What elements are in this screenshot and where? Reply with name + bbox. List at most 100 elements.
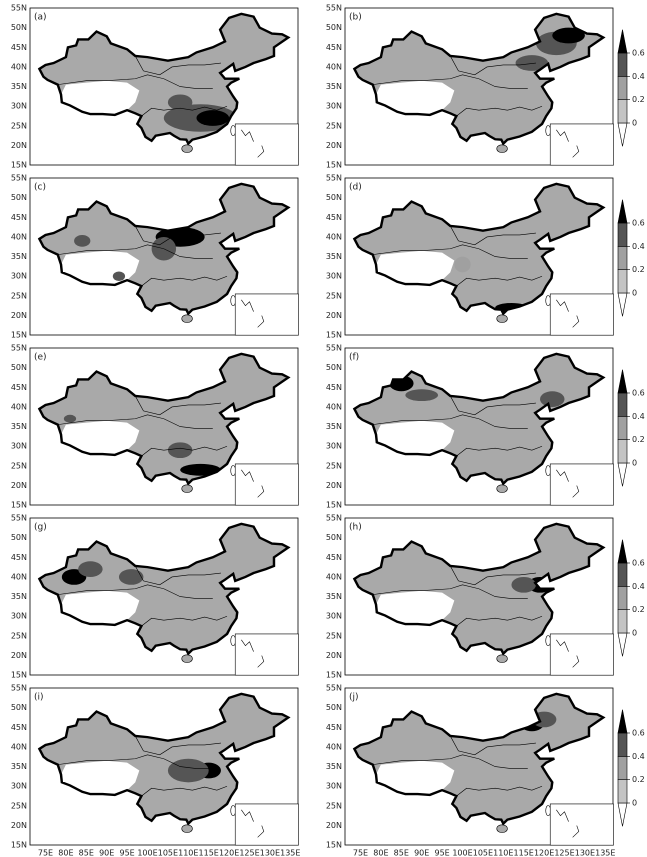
lon-label: 100E bbox=[452, 849, 472, 857]
lat-label: 45N bbox=[11, 383, 27, 392]
panel-label: (c) bbox=[34, 183, 46, 193]
lat-label: 20N bbox=[11, 311, 27, 320]
colorbar: 0 0.2 0.4 0.6 bbox=[617, 709, 645, 827]
panel-label: (d) bbox=[349, 183, 362, 193]
colorbar-end bbox=[617, 462, 628, 487]
lat-label: 45N bbox=[326, 553, 342, 562]
colorbar-label: 0 bbox=[632, 629, 637, 638]
colorbar-label: 0 bbox=[632, 799, 637, 808]
lat-label: 55N bbox=[326, 344, 342, 353]
lat-label: 40N bbox=[11, 572, 27, 581]
lat-label: 50N bbox=[326, 193, 342, 202]
lat-label: 40N bbox=[326, 232, 342, 241]
anomaly-shading bbox=[163, 94, 238, 132]
colorbar-end bbox=[617, 29, 628, 54]
shade-region bbox=[63, 414, 77, 423]
lat-label: 55N bbox=[326, 174, 342, 183]
lon-label: 90E bbox=[99, 849, 114, 857]
lat-label: 15N bbox=[326, 501, 342, 510]
colorbar-bin bbox=[617, 609, 628, 634]
colorbar-bin bbox=[617, 222, 628, 247]
lat-label: 45N bbox=[326, 43, 342, 52]
colorbar-label: 0.4 bbox=[632, 242, 645, 251]
lon-label: 120E bbox=[219, 849, 239, 857]
colorbar-end bbox=[617, 292, 628, 317]
shade-region bbox=[454, 256, 471, 273]
lat-label: 25N bbox=[326, 801, 342, 810]
panel-label: (f) bbox=[349, 353, 359, 363]
lat-label: 25N bbox=[11, 631, 27, 640]
shade-region bbox=[167, 442, 193, 459]
shade-region bbox=[112, 271, 126, 281]
colorbar-end bbox=[617, 802, 628, 827]
lon-label: 75E bbox=[353, 849, 368, 857]
lon-label: 135E bbox=[595, 849, 615, 857]
lat-label: 55N bbox=[11, 514, 27, 523]
lat-label: 40N bbox=[326, 572, 342, 581]
colorbar-bin bbox=[617, 246, 628, 270]
colorbar-label: 0.2 bbox=[632, 435, 645, 444]
lat-label: 30N bbox=[326, 782, 342, 791]
lon-label: 115E bbox=[199, 849, 219, 857]
map-panel: (j) 55N 50N 45N 40N 35N 30N 25N 20N 15N 75E 80E 85E 9… bbox=[326, 684, 616, 857]
panel-label: (e) bbox=[34, 353, 47, 363]
lon-label: 135E bbox=[280, 849, 300, 857]
colorbar-label: 0.6 bbox=[632, 729, 645, 738]
lat-label: 35N bbox=[326, 762, 342, 771]
colorbar-label: 0.6 bbox=[632, 49, 645, 58]
lat-label: 30N bbox=[11, 782, 27, 791]
lat-label: 50N bbox=[11, 23, 27, 32]
colorbar-label: 0.6 bbox=[632, 559, 645, 568]
colorbar: 0 0.2 0.4 0.6 bbox=[617, 539, 645, 657]
lon-label: 105E bbox=[158, 849, 178, 857]
lat-label: 50N bbox=[11, 363, 27, 372]
lat-label: 45N bbox=[326, 213, 342, 222]
lat-label: 25N bbox=[326, 291, 342, 300]
lon-label: 110E bbox=[493, 849, 513, 857]
lat-label: 35N bbox=[11, 762, 27, 771]
colorbar-label: 0.2 bbox=[632, 775, 645, 784]
lat-label: 45N bbox=[11, 553, 27, 562]
lon-label: 125E bbox=[239, 849, 259, 857]
lat-label: 30N bbox=[11, 272, 27, 281]
anomaly-shading bbox=[61, 561, 144, 585]
colorbar: 0 0.2 0.4 0.6 bbox=[617, 29, 645, 147]
lat-label: 35N bbox=[11, 422, 27, 431]
colorbar-bin bbox=[617, 756, 628, 780]
lat-label: 15N bbox=[11, 671, 27, 680]
lat-label: 55N bbox=[11, 344, 27, 353]
lat-label: 50N bbox=[326, 703, 342, 712]
lat-label: 20N bbox=[326, 821, 342, 830]
colorbar-end bbox=[617, 369, 628, 394]
lon-label: 105E bbox=[473, 849, 493, 857]
map-panel: (b) 55N 50N 45N 40N 35N 30N 25N 20N 15N bbox=[326, 4, 614, 170]
colorbar-label: 0 bbox=[632, 459, 637, 468]
lon-label: 125E bbox=[554, 849, 574, 857]
lat-label: 20N bbox=[326, 311, 342, 320]
lat-label: 40N bbox=[11, 62, 27, 71]
lon-label: 120E bbox=[534, 849, 554, 857]
colorbar-bin bbox=[617, 439, 628, 464]
lat-label: 55N bbox=[11, 4, 27, 13]
lat-label: 20N bbox=[11, 481, 27, 490]
lat-label: 40N bbox=[11, 402, 27, 411]
lat-label: 35N bbox=[326, 252, 342, 261]
anomaly-shading bbox=[167, 758, 221, 783]
lat-label: 50N bbox=[326, 533, 342, 542]
colorbar-label: 0.2 bbox=[632, 265, 645, 274]
lon-label: 85E bbox=[394, 849, 409, 857]
lat-label: 55N bbox=[11, 174, 27, 183]
lon-label: 80E bbox=[58, 849, 73, 857]
lon-label: 130E bbox=[575, 849, 595, 857]
lat-label: 20N bbox=[11, 141, 27, 150]
panel-label: (g) bbox=[34, 523, 47, 533]
shade-region bbox=[511, 576, 536, 593]
lat-label: 40N bbox=[11, 232, 27, 241]
lat-label: 30N bbox=[11, 442, 27, 451]
lat-label: 25N bbox=[11, 291, 27, 300]
shade-region bbox=[180, 463, 221, 476]
lat-label: 20N bbox=[11, 821, 27, 830]
colorbar-label: 0.2 bbox=[632, 95, 645, 104]
map-panel: (c) 55N 50N 45N 40N 35N 30N 25N 20N 15N bbox=[11, 174, 299, 340]
